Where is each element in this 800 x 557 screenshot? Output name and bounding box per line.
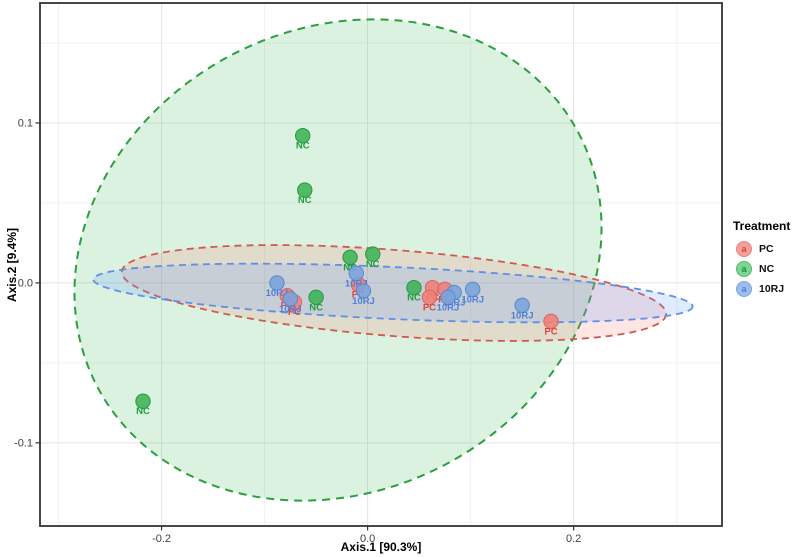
point-label-nc: NC — [366, 259, 380, 270]
point-label-pc: PC — [423, 302, 436, 313]
point-label-10rj: 10RJ — [279, 304, 302, 315]
data-point-10rj — [282, 291, 299, 307]
legend: Treatment a PC a NC a 10RJ — [731, 219, 790, 299]
legend-key-point-icon: a — [736, 261, 752, 277]
y-tick-label: 0.1 — [18, 117, 33, 129]
legend-key-point-icon: a — [736, 241, 752, 257]
point-label-pc: PC — [288, 307, 301, 318]
data-point-nc — [295, 128, 311, 144]
legend-item-nc: a NC — [731, 259, 790, 279]
legend-item-10rj: a 10RJ — [731, 279, 790, 299]
point-label-10rj: 10RJ — [345, 278, 368, 289]
point-label-10rj: 10RJ — [511, 310, 534, 321]
data-point-nc — [308, 289, 324, 305]
confidence-ellipse-nc — [73, 18, 603, 502]
point-label-nc: NC — [309, 302, 323, 313]
confidence-ellipse-10rj — [92, 262, 694, 324]
data-point-pc — [543, 313, 559, 329]
point-label-pc: PC — [544, 326, 557, 337]
point-label-10rj: 10RJ — [437, 302, 460, 313]
data-point-10rj — [514, 297, 530, 313]
point-label-10rj: 10RJ — [352, 296, 375, 307]
legend-key-point-icon: a — [736, 281, 752, 297]
plot-panel — [40, 3, 722, 526]
y-tick-label: -0.1 — [14, 437, 33, 449]
data-point-10rj — [348, 265, 364, 281]
point-label-nc: NC — [136, 406, 150, 417]
x-tick-label: -0.2 — [152, 533, 171, 545]
point-label-nc: NC — [407, 293, 421, 304]
data-point-nc — [365, 246, 381, 262]
data-point-nc — [297, 182, 313, 198]
x-axis-title: Axis.1 [90.3%] — [340, 540, 422, 554]
legend-item-pc: a PC — [731, 239, 790, 259]
y-tick-label: 0.0 — [18, 277, 33, 289]
confidence-ellipse-pc — [120, 244, 668, 342]
data-point-10rj — [269, 275, 285, 291]
legend-item-label: NC — [759, 263, 775, 275]
point-label-nc: NC — [343, 262, 357, 273]
point-label-nc: NC — [298, 195, 312, 206]
legend-item-label: PC — [759, 243, 774, 255]
data-point-10rj — [464, 281, 481, 297]
y-axis-title: Axis.2 [9.4%] — [5, 227, 19, 303]
point-label-10rj: 10RJ — [461, 294, 484, 305]
point-label-10rj: 10RJ — [266, 288, 289, 299]
data-point-nc — [342, 249, 358, 266]
point-label-pc: PC — [281, 301, 294, 312]
legend-item-label: 10RJ — [759, 283, 785, 295]
x-tick-label: 0.0 — [360, 533, 375, 545]
data-point-10rj — [440, 289, 456, 305]
point-label-10rj: 10RJ — [443, 297, 466, 308]
x-tick-label: 0.2 — [566, 533, 581, 545]
series-nc: NC NC NC NC NC NC NC — [135, 128, 422, 417]
point-label-nc: NC — [296, 141, 310, 152]
data-point-pc — [421, 289, 438, 305]
legend-title: Treatment — [733, 219, 791, 233]
panel-border — [39, 2, 723, 527]
data-point-nc — [135, 393, 151, 409]
data-point-nc — [406, 279, 422, 296]
data-point-10rj — [355, 283, 372, 299]
